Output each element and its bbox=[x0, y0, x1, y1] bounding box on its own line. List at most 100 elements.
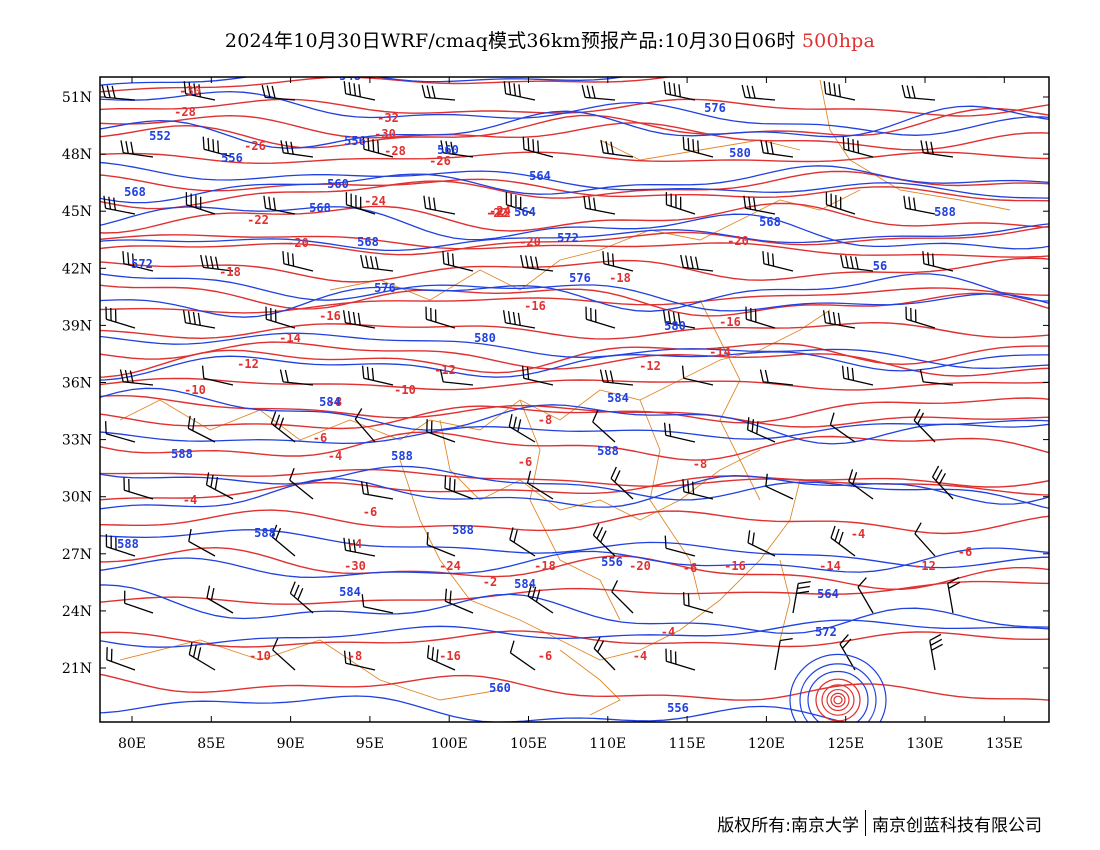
wind-barb bbox=[526, 470, 554, 500]
temperature-label: -20 bbox=[727, 234, 749, 248]
temperature-label: -22 bbox=[489, 206, 511, 220]
temperature-isoline bbox=[100, 431, 1049, 461]
wind-barb bbox=[920, 140, 954, 158]
height-label: 560 bbox=[327, 177, 349, 191]
wind-barb bbox=[857, 577, 874, 614]
height-label: 572 bbox=[557, 231, 579, 245]
plot-frame bbox=[99, 76, 1050, 723]
height-label: 568 bbox=[309, 201, 331, 215]
wind-barb bbox=[360, 254, 394, 272]
wind-barb bbox=[426, 645, 456, 671]
wind-barb bbox=[188, 642, 216, 671]
height-isoline bbox=[100, 223, 1049, 252]
wind-barb bbox=[426, 532, 456, 557]
wind-barb bbox=[839, 634, 856, 671]
temperature-isoline bbox=[100, 630, 1049, 648]
wind-barb bbox=[205, 472, 234, 500]
temperature-label: -4 bbox=[328, 449, 342, 463]
temperature-label: -16 bbox=[524, 299, 546, 313]
wind-barb bbox=[509, 640, 536, 671]
wind-barb bbox=[611, 580, 634, 614]
height-isoline bbox=[100, 273, 1049, 312]
wind-barb bbox=[421, 84, 456, 101]
temperature-isoline bbox=[100, 77, 674, 93]
typhoon-ring bbox=[807, 670, 869, 722]
temperature-label: -30 bbox=[374, 127, 396, 141]
boundary-line bbox=[399, 459, 801, 661]
temperature-isoline bbox=[100, 468, 1049, 496]
temperature-label: -22 bbox=[247, 213, 269, 227]
wind-barb bbox=[829, 412, 856, 443]
temperature-label: -6 bbox=[538, 649, 552, 663]
height-label: 588 bbox=[934, 205, 956, 219]
height-label: 56 bbox=[873, 259, 887, 273]
wind-barb bbox=[354, 408, 376, 443]
temperature-isoline bbox=[100, 107, 1049, 149]
wind-barb bbox=[440, 140, 474, 158]
footer-company: 南京创蓝科技有限公司 bbox=[872, 815, 1042, 836]
height-label: 576 bbox=[569, 271, 591, 285]
wind-barb bbox=[585, 306, 616, 329]
wind-barb bbox=[444, 475, 474, 500]
height-label: 584 bbox=[514, 577, 536, 591]
wind-barb bbox=[101, 84, 136, 101]
wind-barb bbox=[527, 583, 554, 614]
boundary-line bbox=[119, 639, 501, 701]
temperature-label: -2 bbox=[483, 575, 497, 589]
temperature-label: -20 bbox=[629, 559, 651, 573]
wind-barb bbox=[901, 84, 936, 101]
title-main: 2024年10月30日WRF/cmaq模式36km预报产品:10月30日06时 bbox=[224, 30, 796, 52]
wind-barb bbox=[520, 254, 554, 272]
temperature-label: -18 bbox=[534, 559, 556, 573]
wind-barb bbox=[600, 140, 634, 158]
height-label: 548 bbox=[339, 69, 361, 83]
height-label: 584 bbox=[319, 395, 341, 409]
wind-barb bbox=[581, 84, 616, 101]
wind-barb bbox=[442, 251, 474, 272]
height-label: 584 bbox=[607, 391, 629, 405]
lon-label: 95E bbox=[356, 736, 384, 752]
temperature-isoline bbox=[100, 321, 1049, 340]
temperature-label: -30 bbox=[344, 559, 366, 573]
wind-barb bbox=[120, 140, 154, 158]
typhoon-ring bbox=[821, 684, 855, 716]
temperature-label: -20 bbox=[519, 235, 541, 249]
height-isoline bbox=[100, 529, 1049, 569]
temperature-label: -12 bbox=[237, 357, 259, 371]
height-isoline bbox=[100, 419, 1049, 445]
height-label: 584 bbox=[339, 585, 361, 599]
temperature-label: -16 bbox=[319, 309, 341, 323]
wind-barb bbox=[765, 473, 794, 500]
boundary-line bbox=[699, 299, 761, 501]
wind-barb bbox=[361, 594, 394, 614]
height-label: 588 bbox=[254, 526, 276, 540]
temperature-label: -16 bbox=[724, 559, 746, 573]
wind-barb bbox=[602, 251, 634, 272]
wind-barb bbox=[261, 84, 296, 101]
wind-barb bbox=[599, 369, 634, 386]
wind-barb bbox=[665, 192, 696, 215]
height-label: 552 bbox=[149, 129, 171, 143]
wind-barb bbox=[289, 581, 314, 614]
temperature-label: -8 bbox=[693, 457, 707, 471]
temperature-label: -12 bbox=[434, 363, 456, 377]
wind-barb bbox=[823, 81, 856, 101]
temperature-isoline bbox=[100, 341, 1049, 377]
height-label: 576 bbox=[704, 101, 726, 115]
lon-label: 100E bbox=[431, 736, 468, 752]
lat-label: 30N bbox=[62, 490, 92, 506]
height-isoline bbox=[100, 695, 847, 722]
temperature-label: -20 bbox=[287, 236, 309, 250]
wind-barb bbox=[444, 588, 474, 614]
lon-label: 120E bbox=[748, 736, 785, 752]
temperature-label: -4 bbox=[183, 493, 197, 507]
lat-label: 45N bbox=[62, 204, 92, 220]
height-label: 580 bbox=[474, 331, 496, 345]
temperature-label: -32 bbox=[377, 111, 399, 125]
temperature-label: -16 bbox=[719, 315, 741, 329]
height-isoline bbox=[100, 161, 1049, 199]
wind-barb bbox=[425, 306, 456, 329]
wind-barb bbox=[903, 195, 936, 215]
temperature-label: -18 bbox=[219, 265, 241, 279]
lon-label: 130E bbox=[907, 736, 944, 752]
